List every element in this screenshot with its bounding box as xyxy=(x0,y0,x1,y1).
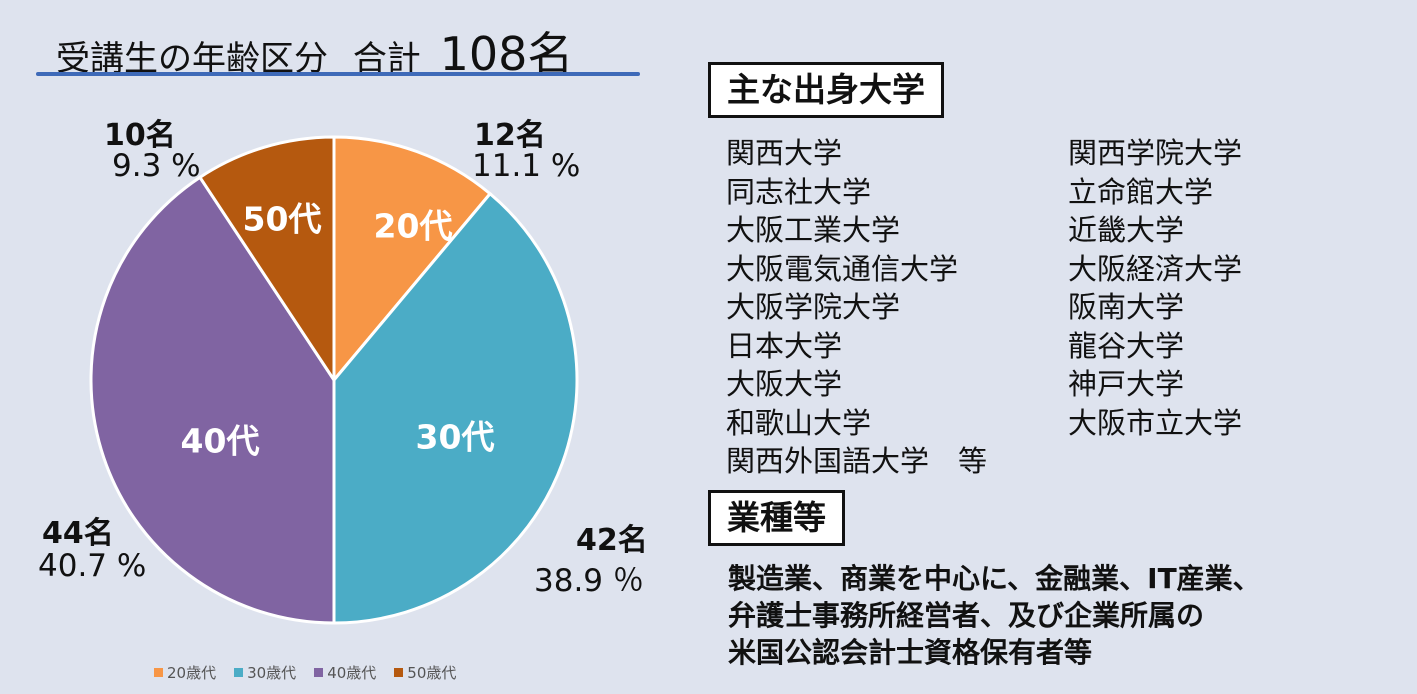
legend-item: 20歳代 xyxy=(154,662,216,683)
university-item: 大阪大学 xyxy=(726,367,843,401)
chart-title-block: 受講生の年齢区分 合計 108名 xyxy=(36,14,640,81)
legend-swatch xyxy=(314,668,324,677)
university-item: 関西外国語大学 等 xyxy=(726,444,988,478)
slice-count-label: 42名 xyxy=(576,523,648,558)
legend-label: 40歳代 xyxy=(327,664,377,682)
university-item: 日本大学 xyxy=(726,328,843,363)
slice-count-label: 12名 xyxy=(474,118,546,153)
pie-slice-20s xyxy=(332,135,493,385)
university-item: 同志社大学 xyxy=(726,174,872,209)
slice-count-label: 44名 xyxy=(42,516,114,551)
legend-label: 20歳代 xyxy=(167,664,217,682)
universities-heading: 主な出身大学 xyxy=(708,62,944,118)
slice-count-label: 10名 xyxy=(104,118,176,153)
industries-heading: 業種等 xyxy=(708,490,845,546)
legend-swatch xyxy=(234,668,244,677)
industry-line: 米国公認会計士資格保有者等 xyxy=(728,636,1093,669)
university-item: 大阪経済大学 xyxy=(1068,251,1243,286)
legend-label: 50歳代 xyxy=(407,664,457,682)
university-item: 龍谷大学 xyxy=(1068,328,1185,363)
legend-item: 50歳代 xyxy=(394,662,456,683)
legend-item: 40歳代 xyxy=(314,662,376,683)
university-item: 関西学院大学 xyxy=(1068,136,1243,170)
slice-label: 30代 xyxy=(416,418,495,457)
legend-label: 30歳代 xyxy=(247,664,297,682)
university-item: 関西大学 xyxy=(726,136,843,170)
industries-text: 製造業、商業を中心に、金融業、IT産業、 弁護士事務所経営者、及び企業所属の 米国公… xyxy=(728,560,1261,671)
industry-line: 製造業、商業を中心に、金融業、IT産業、 xyxy=(728,562,1261,595)
industry-line: 弁護士事務所経営者、及び企業所属の xyxy=(728,599,1205,632)
pie-slice-50s xyxy=(197,135,336,385)
legend-swatch xyxy=(154,668,163,677)
chart-legend: 20歳代 30歳代 40歳代 50歳代 xyxy=(154,662,456,683)
legend-item: 30歳代 xyxy=(234,662,296,683)
age-pie-chart: 20代 30代 40代 50代 xyxy=(89,135,579,625)
slice-percent-label: 40.7 % xyxy=(38,548,147,584)
university-item: 近畿大学 xyxy=(1068,213,1185,247)
pie-slice-30s xyxy=(332,191,579,625)
university-item: 阪南大学 xyxy=(1068,290,1185,324)
slice-label: 40代 xyxy=(181,422,260,461)
university-item: 大阪学院大学 xyxy=(726,290,901,324)
slice-percent-label: 11.1 % xyxy=(472,148,581,184)
university-item: 和歌山大学 xyxy=(726,405,872,440)
legend-swatch xyxy=(394,668,404,677)
title-underline xyxy=(36,72,640,76)
slice-percent-label: 38.9 ％ xyxy=(534,563,644,599)
slice-label: 50代 xyxy=(243,200,322,239)
university-item: 大阪工業大学 xyxy=(726,213,901,247)
slice-label: 20代 xyxy=(374,207,453,246)
university-item: 大阪電気通信大学 xyxy=(726,251,959,286)
university-item: 神戸大学 xyxy=(1068,367,1185,401)
university-item: 立命館大学 xyxy=(1068,174,1214,209)
slice-percent-label: 9.3 % xyxy=(112,148,201,184)
university-item: 大阪市立大学 xyxy=(1068,405,1243,440)
